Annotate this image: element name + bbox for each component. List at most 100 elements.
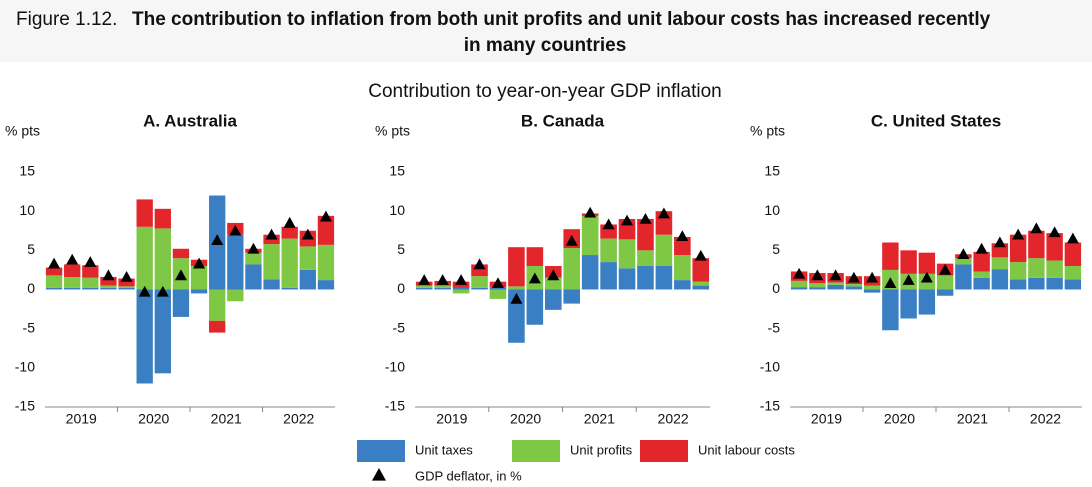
bar-segment [317, 215, 335, 245]
bar-segment [991, 257, 1009, 270]
bar-segment [317, 244, 335, 281]
x-tick-label: 2021 [211, 411, 242, 427]
y-tick-label: 5 [772, 241, 780, 257]
figure-title: in many countries [464, 35, 627, 56]
bar-segment [317, 280, 335, 290]
deflator-marker [510, 292, 523, 304]
bar-segment [827, 282, 844, 285]
bar-segment [471, 264, 488, 277]
bar-segment [1009, 262, 1027, 280]
y-tick-label: -5 [23, 319, 36, 335]
bar-segment [299, 269, 316, 290]
x-tick-label: 2022 [1030, 411, 1061, 427]
bar-segment [136, 226, 153, 290]
deflator-marker [120, 270, 133, 282]
bar-segment [581, 215, 599, 256]
bar-segment [45, 267, 63, 276]
y-tick-label: 15 [389, 163, 405, 179]
deflator-marker [639, 213, 652, 224]
bar-segment [1028, 277, 1045, 290]
deflator-marker [66, 253, 79, 265]
bar-segment [209, 289, 226, 321]
deflator-marker [174, 269, 187, 281]
bar-segment [471, 276, 488, 288]
legend-label: Unit labour costs [698, 442, 795, 457]
bar-segment [991, 269, 1009, 290]
bar-segment [637, 266, 654, 290]
bar-segment [434, 287, 451, 290]
bar-segment [209, 320, 226, 333]
deflator-marker [866, 271, 879, 283]
deflator-marker [939, 263, 952, 275]
bar-segment [863, 289, 881, 293]
y-tick-label: -15 [15, 398, 35, 414]
deflator-marker [48, 257, 61, 269]
y-axis-label: % pts [750, 123, 785, 139]
bar-segment [508, 286, 525, 290]
bar-segment [1028, 258, 1045, 278]
bar-segment [674, 280, 691, 290]
bar-segment [955, 258, 972, 265]
bar-segment [900, 250, 917, 274]
bar-segment [154, 289, 171, 374]
bar-segment [526, 247, 544, 266]
y-tick-label: -10 [385, 359, 405, 375]
bar-segment [544, 289, 562, 310]
deflator-marker [602, 218, 615, 230]
panel-title: A. Australia [143, 111, 237, 130]
bar-segment [655, 266, 673, 290]
bar-segment [973, 251, 990, 272]
y-tick-label: -15 [385, 398, 405, 414]
deflator-marker [847, 271, 860, 283]
y-tick-label: -5 [768, 319, 781, 335]
deflator-marker [473, 258, 486, 270]
y-axis-label: % pts [375, 123, 410, 139]
y-tick-label: 15 [19, 163, 35, 179]
deflator-marker [957, 248, 970, 260]
bar-segment [845, 286, 863, 290]
bar-segment [900, 289, 917, 319]
deflator-marker [418, 274, 431, 285]
deflator-marker [793, 267, 806, 279]
bar-segment [263, 244, 280, 280]
deflator-marker [319, 210, 332, 222]
bar-segment [790, 280, 808, 288]
deflator-marker [528, 272, 541, 284]
deflator-marker [193, 257, 206, 269]
bar-segment [434, 285, 451, 288]
bar-segment [118, 278, 135, 287]
deflator-marker [138, 285, 151, 297]
bar-segment [508, 247, 525, 287]
deflator-marker [920, 271, 933, 283]
y-tick-label: 0 [772, 280, 780, 296]
deflator-marker [811, 269, 824, 281]
bar-segment [618, 239, 636, 269]
bar-segment [918, 289, 936, 315]
legend-swatch [357, 440, 405, 462]
bar-segment [1064, 266, 1082, 280]
bar-segment [655, 234, 673, 266]
deflator-marker [301, 228, 314, 240]
bar-segment [790, 287, 808, 290]
bar-segment [45, 287, 63, 290]
bar-segment [227, 234, 244, 290]
bar-segment [936, 275, 954, 290]
x-tick-label: 2020 [510, 411, 541, 427]
x-tick-label: 2019 [66, 411, 97, 427]
bar-segment [172, 248, 190, 259]
legend-label: GDP deflator, in % [415, 468, 522, 483]
bar-segment [973, 277, 990, 290]
x-tick-label: 2019 [811, 411, 842, 427]
y-tick-label: 5 [397, 241, 405, 257]
deflator-marker [156, 285, 169, 297]
bar-segment [471, 287, 488, 290]
bar-segment [809, 283, 826, 288]
bar-segment [172, 289, 190, 317]
bar-segment [674, 255, 691, 281]
deflator-marker [84, 256, 97, 267]
bar-segment [45, 275, 63, 288]
bar-segment [692, 285, 710, 290]
subtitle: Contribution to year-on-year GDP inflati… [368, 81, 721, 102]
bar-segment [136, 289, 153, 384]
bar-segment [1046, 233, 1063, 261]
